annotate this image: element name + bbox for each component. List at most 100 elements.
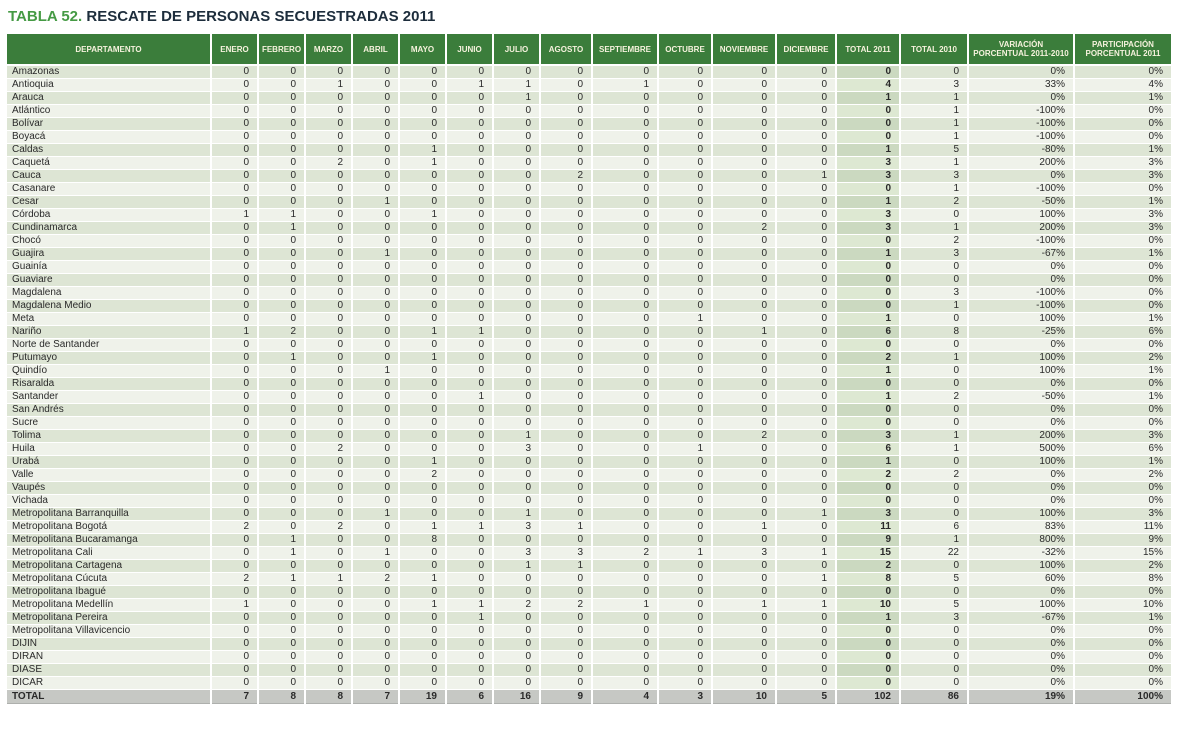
total-2010-cell: 5 (900, 598, 969, 612)
month-cell: 0 (658, 455, 713, 469)
month-cell: 0 (352, 221, 400, 235)
month-cell: 0 (446, 130, 494, 144)
department-cell: Putumayo (7, 351, 212, 365)
month-cell: 0 (399, 338, 447, 352)
department-cell: Risaralda (7, 377, 212, 391)
month-cell: 0 (776, 91, 837, 105)
department-cell: Caquetá (7, 156, 212, 170)
month-cell: 0 (658, 65, 713, 79)
month-cell: 0 (446, 312, 494, 326)
month-cell: 0 (446, 351, 494, 365)
month-cell: 0 (352, 312, 400, 326)
month-cell: 0 (258, 624, 306, 638)
month-cell: 0 (493, 234, 541, 248)
participacion-cell: 1% (1074, 247, 1171, 261)
participacion-cell: 0% (1074, 104, 1171, 118)
month-cell: 0 (305, 559, 353, 573)
month-cell: 0 (540, 468, 593, 482)
variacion-cell: 0% (968, 650, 1075, 664)
month-cell: 0 (305, 91, 353, 105)
month-cell: 0 (658, 260, 713, 274)
month-cell: 0 (399, 91, 447, 105)
month-cell: 0 (658, 494, 713, 508)
table-row: Sucre 0 0 0 0 0 0 0 0 0 0 0 0 0 0 0% 0% (7, 416, 1171, 430)
month-cell: 0 (352, 156, 400, 170)
variacion-cell: 0% (968, 468, 1075, 482)
total-2011-cell: 1 (836, 91, 901, 105)
variacion-cell: 0% (968, 663, 1075, 677)
total-2010-cell: 8 (900, 325, 969, 339)
month-cell: 2 (592, 546, 659, 560)
department-cell: Metropolitana Cartagena (7, 559, 212, 573)
month-cell: 0 (399, 442, 447, 456)
month-cell: 3 (493, 546, 541, 560)
month-cell: 0 (776, 130, 837, 144)
month-cell: 1 (399, 325, 447, 339)
month-cell: 0 (712, 312, 777, 326)
month-cell: 0 (446, 91, 494, 105)
department-cell: Valle (7, 468, 212, 482)
month-cell: 0 (658, 195, 713, 209)
month-cell: 0 (493, 208, 541, 222)
month-cell: 1 (592, 598, 659, 612)
variacion-cell: 0% (968, 481, 1075, 495)
department-cell: Chocó (7, 234, 212, 248)
month-cell: 0 (712, 455, 777, 469)
department-cell: Tolima (7, 429, 212, 443)
month-cell: 0 (540, 130, 593, 144)
total-2010-cell: 0 (900, 494, 969, 508)
table-row: Magdalena 0 0 0 0 0 0 0 0 0 0 0 0 0 3 -100% 0% (7, 286, 1171, 300)
table-row: DIASE 0 0 0 0 0 0 0 0 0 0 0 0 0 0 0% 0% (7, 663, 1171, 677)
month-cell: 1 (776, 546, 837, 560)
participacion-cell: 4% (1074, 78, 1171, 92)
total-2010-cell: 0 (900, 403, 969, 417)
participacion-cell: 6% (1074, 325, 1171, 339)
column-header: NOVIEMBRE (712, 34, 777, 66)
month-cell: 0 (658, 676, 713, 690)
month-cell: 0 (493, 312, 541, 326)
participacion-cell: 0% (1074, 338, 1171, 352)
variacion-cell: 100% (968, 455, 1075, 469)
month-cell: 0 (352, 390, 400, 404)
month-cell: 0 (446, 507, 494, 521)
column-header: TOTAL 2011 (836, 34, 901, 66)
variacion-cell: 19% (968, 689, 1075, 704)
month-cell: 0 (592, 468, 659, 482)
table-row: Meta 0 0 0 0 0 0 0 0 0 1 0 0 1 0 100% 1% (7, 312, 1171, 326)
month-cell: 0 (540, 91, 593, 105)
month-cell: 0 (352, 143, 400, 157)
month-cell: 0 (305, 143, 353, 157)
month-cell: 0 (211, 143, 259, 157)
department-cell: Guaviare (7, 273, 212, 287)
month-cell: 0 (712, 611, 777, 625)
variacion-cell: -100% (968, 286, 1075, 300)
month-cell: 1 (399, 208, 447, 222)
month-cell: 0 (211, 455, 259, 469)
department-cell: DIASE (7, 663, 212, 677)
month-cell: 0 (658, 663, 713, 677)
participacion-cell: 0% (1074, 65, 1171, 79)
table-row: Guajira 0 0 0 1 0 0 0 0 0 0 0 0 1 3 -67% 1% (7, 247, 1171, 261)
month-cell: 1 (712, 520, 777, 534)
month-cell: 2 (258, 325, 306, 339)
month-cell: 0 (540, 377, 593, 391)
month-cell: 1 (211, 325, 259, 339)
table-row: Norte de Santander 0 0 0 0 0 0 0 0 0 0 0 0 0 0 0% 0% (7, 338, 1171, 352)
month-cell: 0 (540, 234, 593, 248)
month-cell: 0 (211, 390, 259, 404)
month-cell: 0 (305, 455, 353, 469)
month-cell: 0 (305, 637, 353, 651)
table-row: Tolima 0 0 0 0 0 0 1 0 0 0 2 0 3 1 200% 3% (7, 429, 1171, 443)
month-cell: 0 (540, 611, 593, 625)
month-cell: 0 (658, 390, 713, 404)
month-cell: 1 (399, 351, 447, 365)
month-cell: 0 (258, 650, 306, 664)
department-cell: Bolívar (7, 117, 212, 131)
month-cell: 0 (493, 156, 541, 170)
month-cell: 0 (305, 312, 353, 326)
month-cell: 0 (305, 208, 353, 222)
month-cell: 0 (399, 104, 447, 118)
department-cell: Quindío (7, 364, 212, 378)
variacion-cell: -67% (968, 247, 1075, 261)
participacion-cell: 1% (1074, 390, 1171, 404)
